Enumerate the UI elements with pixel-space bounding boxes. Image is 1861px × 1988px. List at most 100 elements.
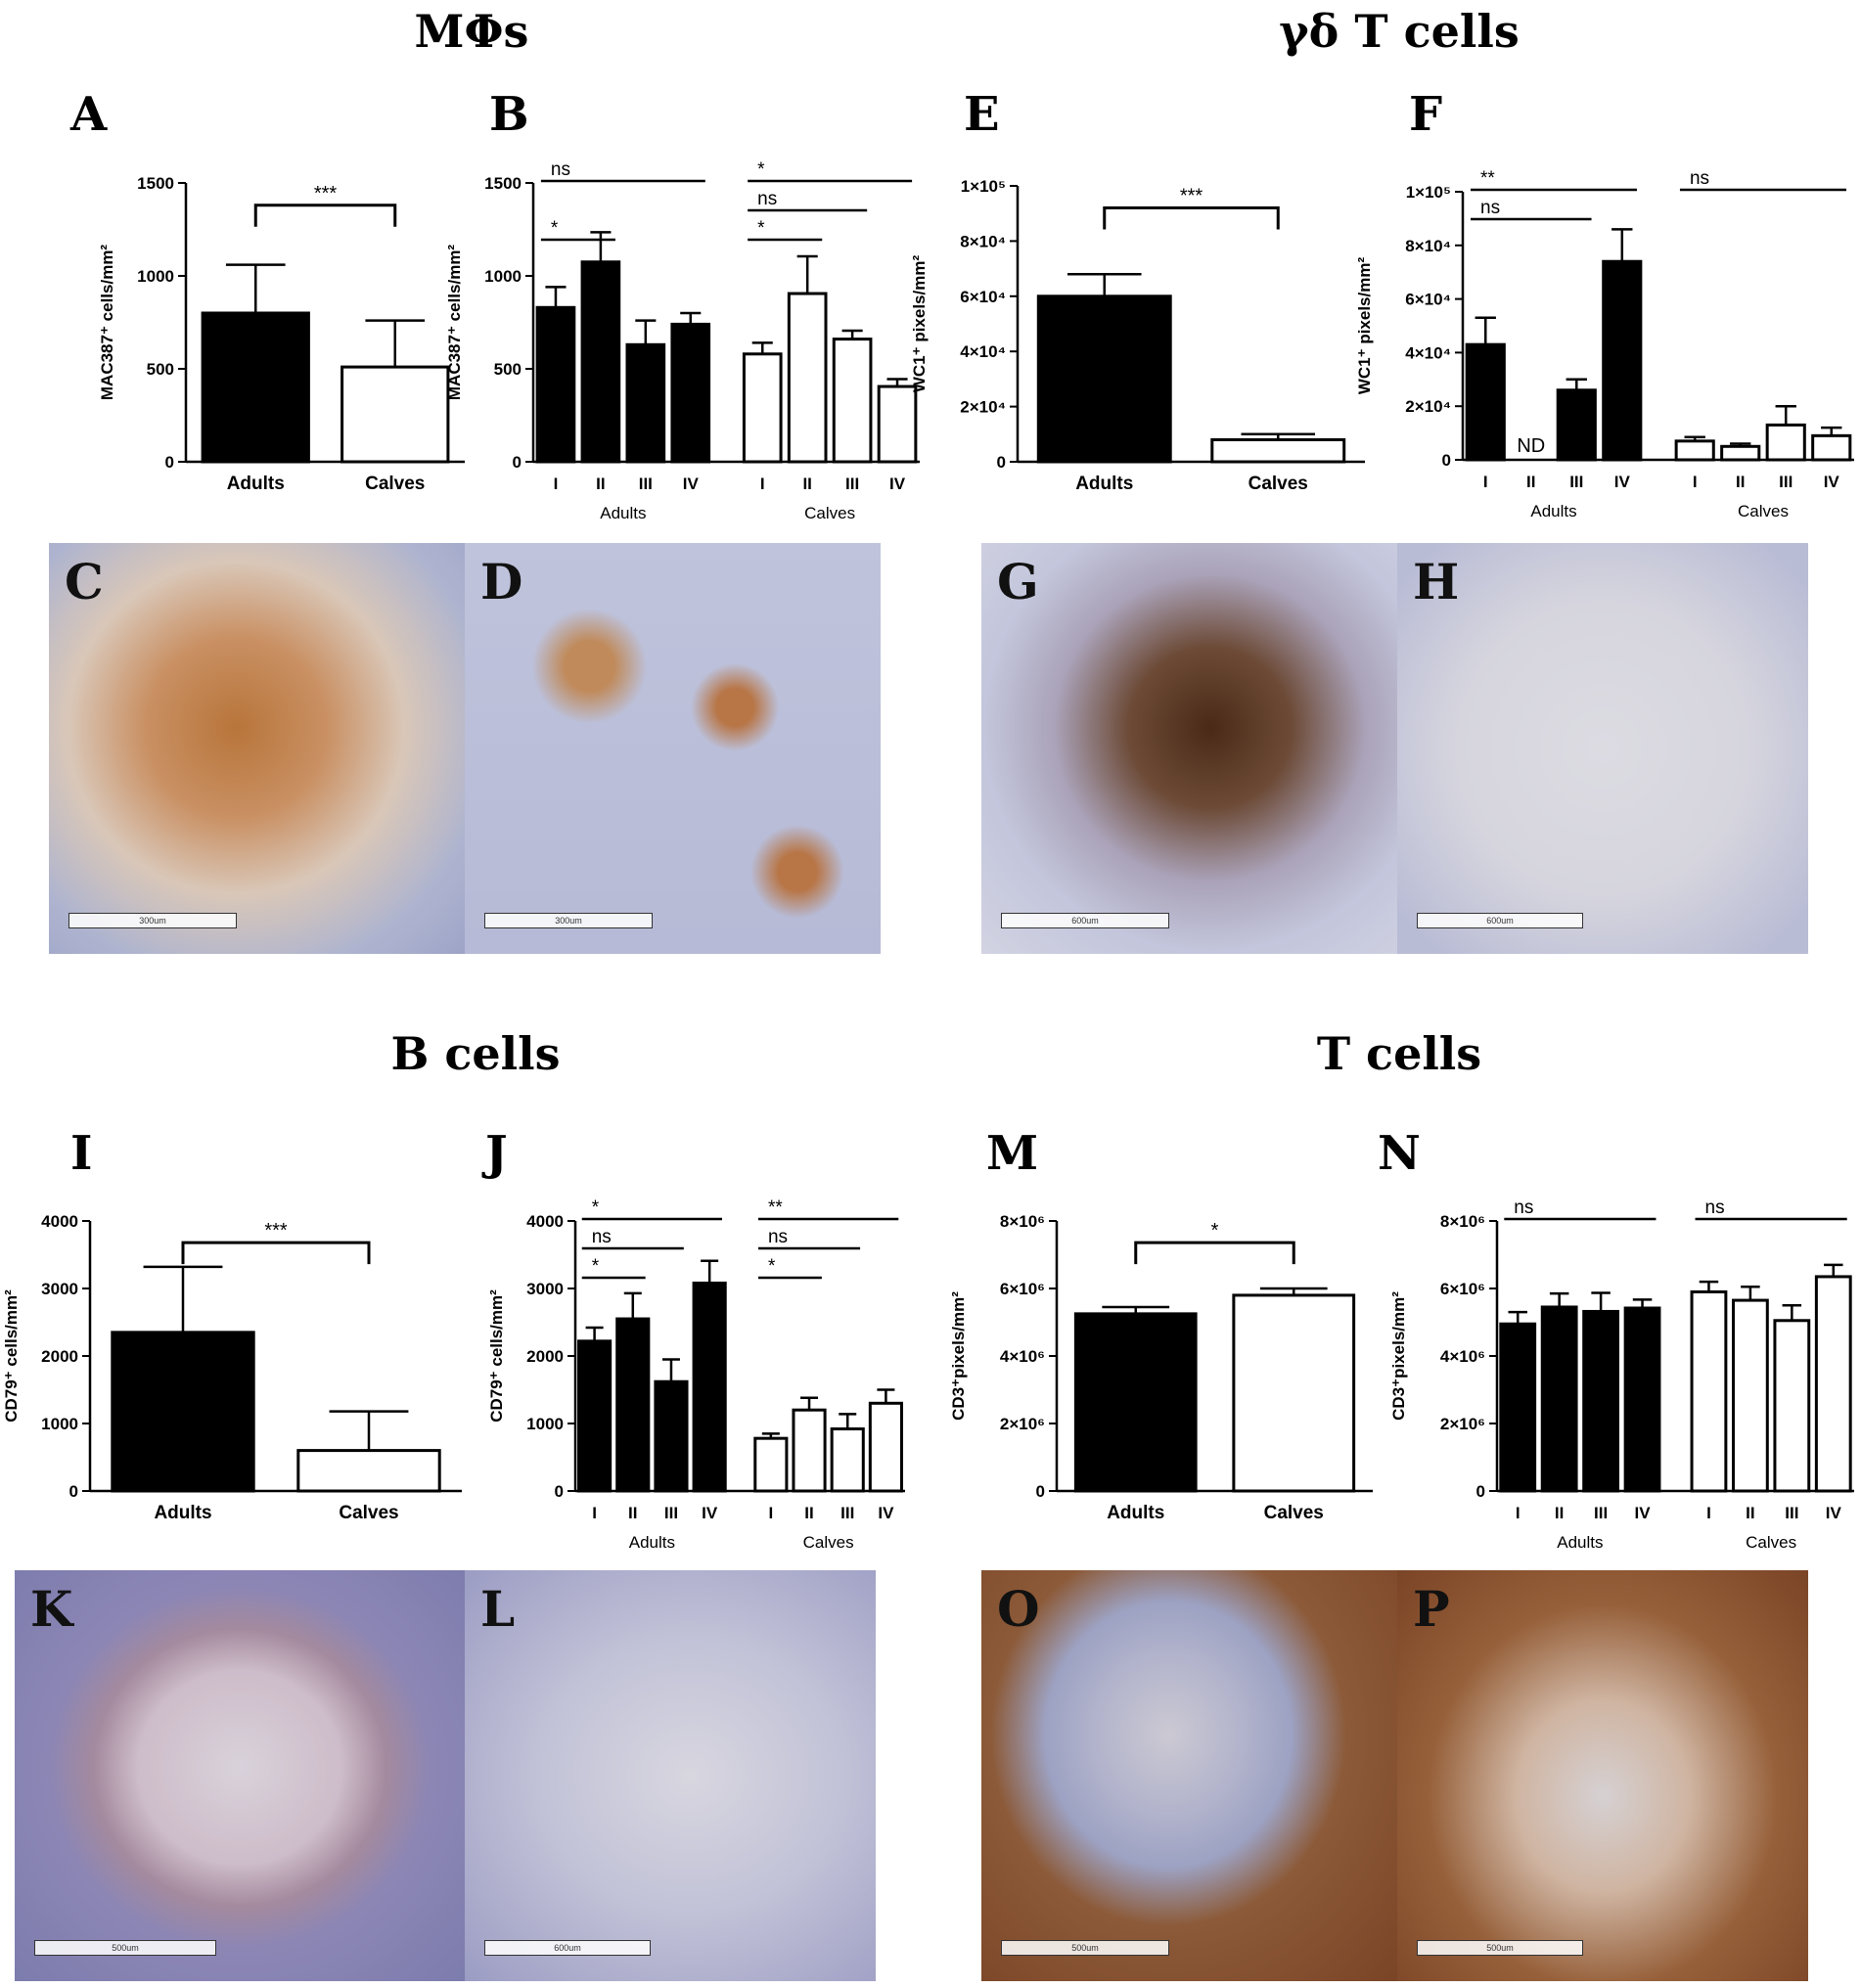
y-axis-label: WC1⁺ pixels/mm² — [910, 255, 929, 393]
panel-letter: N — [1378, 1126, 1421, 1181]
micrograph-label: O — [997, 1580, 1040, 1638]
bar — [742, 352, 783, 464]
micrograph-k: K 500um — [15, 1570, 465, 1981]
y-tick-label: 2×10⁶ — [1440, 1415, 1485, 1433]
group-label: Adults — [600, 504, 646, 522]
panel-letter: J — [481, 1126, 508, 1181]
y-tick-label: 2000 — [526, 1347, 564, 1366]
bar — [296, 1449, 441, 1493]
x-tick-label: IV — [1826, 1504, 1842, 1522]
bar — [1210, 437, 1346, 464]
y-axis-label: CD3⁺pixels/mm² — [1389, 1291, 1408, 1421]
x-tick-label: III — [840, 1504, 854, 1522]
significance-label: *** — [1180, 186, 1203, 207]
x-tick-label: I — [1483, 473, 1488, 491]
x-tick-label: II — [1736, 473, 1745, 491]
x-tick-label: I — [554, 474, 559, 493]
x-tick-label: Calves — [339, 1503, 398, 1523]
significance-label: * — [592, 1197, 600, 1218]
significance-label: ns — [768, 1227, 788, 1247]
bar — [111, 1331, 255, 1493]
y-tick-label: 8×10⁴ — [960, 232, 1006, 250]
bar — [787, 292, 828, 464]
x-tick-label: Adults — [1107, 1503, 1164, 1523]
group-label: Calves — [803, 1533, 854, 1552]
y-tick-label: 1000 — [526, 1415, 564, 1433]
x-tick-label: II — [1746, 1504, 1754, 1522]
x-tick-label: Adults — [1075, 474, 1133, 494]
y-tick-label: 8×10⁶ — [1440, 1212, 1485, 1231]
bar — [1690, 1289, 1728, 1493]
bar — [1765, 423, 1806, 462]
section-title: T cells — [1317, 1027, 1481, 1080]
y-tick-label: 1500 — [484, 174, 522, 193]
x-tick-label: IV — [702, 1504, 718, 1522]
y-tick-label: 0 — [1476, 1482, 1485, 1501]
bar — [1731, 1298, 1769, 1493]
x-tick-label: Calves — [1248, 474, 1308, 494]
y-tick-label: 2×10⁴ — [1405, 397, 1451, 416]
x-tick-label: I — [1516, 1504, 1521, 1522]
bar — [830, 1427, 865, 1493]
micrograph-label: H — [1413, 553, 1460, 610]
y-tick-label: 8×10⁴ — [1405, 237, 1451, 255]
y-axis-label: CD79⁺ cells/mm² — [2, 1289, 21, 1423]
x-tick-label: Calves — [1264, 1503, 1324, 1523]
significance-bracket — [1134, 1241, 1295, 1265]
y-tick-label: 500 — [494, 360, 522, 379]
bar — [670, 322, 711, 464]
x-tick-label: I — [592, 1504, 597, 1522]
y-tick-label: 1000 — [484, 267, 522, 286]
y-tick-label: 4×10⁴ — [1405, 343, 1451, 362]
significance-label: ** — [768, 1197, 783, 1218]
y-tick-label: 4×10⁶ — [1440, 1347, 1485, 1366]
micrograph-g: G 600um — [981, 543, 1397, 954]
micrograph-l: L 600um — [465, 1570, 876, 1981]
scale-bar: 500um — [1001, 1940, 1169, 1956]
micrograph-label: P — [1413, 1580, 1450, 1638]
y-tick-label: 2000 — [41, 1347, 78, 1366]
y-tick-label: 3000 — [41, 1280, 78, 1298]
y-tick-label: 6×10⁶ — [1000, 1280, 1045, 1298]
bar — [1073, 1312, 1198, 1493]
y-tick-label: 1000 — [41, 1415, 78, 1433]
x-tick-label: I — [1706, 1504, 1711, 1522]
y-tick-label: 0 — [1442, 451, 1451, 470]
y-axis-label: CD3⁺pixels/mm² — [949, 1291, 968, 1421]
bar — [340, 365, 450, 464]
y-tick-label: 8×10⁶ — [1000, 1212, 1045, 1231]
panel-letter: A — [69, 87, 108, 142]
x-tick-label: II — [1555, 1504, 1564, 1522]
panel-letter: E — [964, 87, 1000, 142]
x-tick-label: IV — [1824, 473, 1840, 491]
panel-letter: B — [489, 87, 529, 142]
micrograph-h: H 600um — [1397, 543, 1808, 954]
chart-panel-f: F 0 2×10⁴ 4×10⁴ 6×10⁴ 8×10⁴ 1×10⁵ WC1⁺ pixels/m… — [1355, 87, 1854, 520]
bar — [753, 1436, 789, 1493]
significance-label: * — [551, 218, 559, 239]
y-tick-label: 1×10⁵ — [1406, 183, 1451, 202]
nd-label: ND — [1517, 435, 1545, 457]
x-tick-label: IV — [1635, 1504, 1652, 1522]
chart-panel-a: A 0 500 1000 1500 MAC387⁺ cells/mm² Adults Calv… — [69, 87, 465, 494]
y-tick-label: 1000 — [137, 267, 174, 286]
bar — [1811, 433, 1852, 462]
micrograph-o: O 500um — [981, 1570, 1397, 1981]
y-tick-label: 0 — [555, 1482, 564, 1501]
bar — [625, 342, 666, 464]
significance-label: * — [757, 218, 765, 239]
micrograph-label: L — [480, 1580, 516, 1638]
x-tick-label: Adults — [154, 1503, 211, 1523]
x-tick-label: I — [768, 1504, 773, 1522]
bar — [877, 384, 918, 464]
x-tick-label: II — [804, 1504, 813, 1522]
bar — [654, 1379, 689, 1493]
significance-label: ns — [1705, 1197, 1725, 1218]
bar — [868, 1401, 903, 1493]
chart-panel-m: M 0 2×10⁶ 4×10⁶ 6×10⁶ 8×10⁶ CD3⁺pixels/mm² Adul… — [949, 1126, 1373, 1523]
scale-bar: 600um — [484, 1940, 651, 1956]
bar — [1540, 1305, 1578, 1493]
x-tick-label: IV — [889, 474, 906, 493]
significance-label: ns — [1514, 1197, 1533, 1218]
